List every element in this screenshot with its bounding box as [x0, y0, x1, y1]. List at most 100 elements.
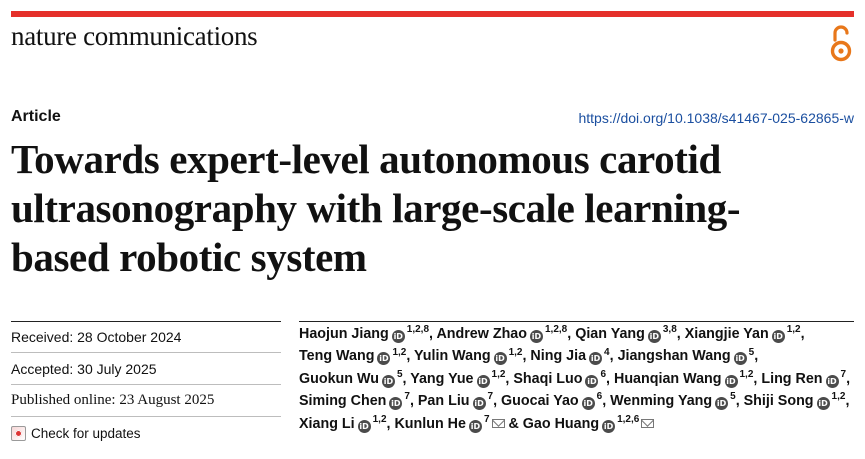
- author-separator: &: [504, 415, 523, 432]
- author-entry: Wenming Yang iD5,: [610, 392, 743, 411]
- author-entry: Yulin Wang iD1,2,: [414, 346, 531, 366]
- orcid-icon[interactable]: iD: [602, 419, 616, 433]
- received-date: Received: 28 October 2024: [11, 321, 281, 353]
- author-name[interactable]: Xiang Li: [299, 415, 355, 432]
- author-name[interactable]: Teng Wang: [299, 348, 375, 365]
- author-name[interactable]: Andrew Zhao: [436, 326, 527, 342]
- author-entry: Shiji Song iD1,2,: [743, 391, 849, 411]
- author-name[interactable]: Ning Jia: [530, 348, 587, 365]
- author-affiliation: 1,2: [508, 346, 523, 358]
- doi-link[interactable]: https://doi.org/10.1038/s41467-025-62865…: [578, 110, 854, 126]
- author-affiliation: 4: [604, 346, 610, 358]
- author-entry: Qian Yang iD3,8,: [575, 325, 685, 343]
- orcid-icon[interactable]: iD: [715, 397, 729, 411]
- orcid-icon[interactable]: iD: [493, 352, 507, 366]
- author-name[interactable]: Ling Ren: [761, 370, 823, 387]
- orcid-icon[interactable]: iD: [357, 419, 371, 433]
- author-entry: Andrew Zhao iD1,2,8,: [436, 324, 576, 343]
- open-access-icon: [830, 25, 852, 62]
- check-for-updates-button[interactable]: Check for updates: [11, 417, 281, 449]
- author-affiliation: 7: [840, 369, 847, 381]
- author-separator: ,: [602, 393, 611, 410]
- orcid-icon[interactable]: iD: [589, 352, 603, 366]
- email-icon[interactable]: [491, 418, 505, 428]
- author-entry: Guokun Wu iD5,: [299, 369, 410, 388]
- author-affiliation: 1,2: [392, 346, 407, 358]
- article-title: Towards expert-level autonomous carotid …: [11, 135, 856, 282]
- author-affiliation: 1,2,6: [617, 413, 640, 425]
- orcid-icon[interactable]: iD: [724, 374, 738, 388]
- orcid-icon[interactable]: iD: [530, 330, 543, 343]
- orcid-icon[interactable]: iD: [581, 397, 595, 411]
- orcid-icon[interactable]: iD: [825, 374, 839, 388]
- author-name[interactable]: Kunlun He: [394, 415, 466, 432]
- author-affiliation: 7: [404, 391, 410, 403]
- author-separator: ,: [493, 393, 502, 410]
- orcid-icon[interactable]: iD: [647, 330, 661, 343]
- author-separator: ,: [567, 326, 576, 342]
- title-line: ultrasonography with large-scale learnin…: [11, 185, 741, 231]
- orcid-icon[interactable]: iD: [468, 419, 482, 433]
- author-name[interactable]: Qian Yang: [575, 326, 645, 342]
- article-type: Article: [11, 108, 61, 125]
- author-entry: Yang Yue iD1,2,: [410, 369, 513, 388]
- crossmark-icon: [11, 425, 26, 441]
- orcid-icon[interactable]: iD: [391, 330, 405, 343]
- author-entry: Kunlun He iD7 &: [394, 413, 523, 433]
- accepted-date: Accepted: 30 July 2025: [11, 353, 281, 385]
- author-separator: ,: [409, 393, 418, 410]
- author-entry: Pan Liu iD7,: [417, 391, 502, 411]
- author-name[interactable]: Shaqi Luo: [513, 370, 583, 387]
- author-affiliation: 1,2: [372, 413, 387, 425]
- author-name[interactable]: Yulin Wang: [414, 348, 491, 365]
- author-name[interactable]: Guokun Wu: [299, 370, 379, 387]
- orcid-icon[interactable]: iD: [585, 374, 599, 388]
- author-entry: Xiangjie Yan iD1,2,: [684, 324, 805, 343]
- author-name[interactable]: Shiji Song: [743, 393, 814, 410]
- author-name[interactable]: Xiangjie Yan: [684, 326, 769, 342]
- author-affiliation: 7: [483, 413, 490, 425]
- orcid-icon[interactable]: iD: [389, 397, 403, 411]
- author-name[interactable]: Haojun Jiang: [299, 326, 389, 342]
- orcid-icon[interactable]: iD: [816, 397, 830, 411]
- title-line: based robotic system: [11, 234, 367, 280]
- author-entry: Xiang Li iD1,2,: [299, 413, 394, 433]
- orcid-icon[interactable]: iD: [771, 330, 785, 343]
- author-name[interactable]: Jiangshan Wang: [617, 348, 731, 365]
- author-affiliation: 5: [748, 346, 755, 358]
- author-affiliation: 1,2,8: [545, 324, 568, 336]
- orcid-icon[interactable]: iD: [381, 374, 395, 388]
- author-affiliation: 5: [396, 369, 403, 381]
- email-icon[interactable]: [641, 418, 655, 428]
- orcid-icon[interactable]: iD: [472, 397, 486, 411]
- orcid-icon[interactable]: iD: [377, 352, 391, 366]
- author-name[interactable]: Siming Chen: [299, 393, 387, 410]
- author-affiliation: 1,2: [831, 391, 846, 403]
- author-separator: ,: [609, 348, 618, 365]
- author-entry: Ning Jia iD4,: [530, 346, 618, 366]
- author-separator: ,: [522, 348, 531, 365]
- orcid-icon[interactable]: iD: [476, 374, 490, 388]
- author-entry: Teng Wang iD1,2,: [299, 346, 414, 366]
- title-line: Towards expert-level autonomous carotid: [11, 136, 721, 182]
- author-affiliation: 1,2: [786, 324, 801, 336]
- author-name[interactable]: Pan Liu: [417, 393, 470, 410]
- author-entry: Haojun Jiang iD1,2,8,: [299, 325, 436, 343]
- author-separator: ,: [753, 370, 762, 387]
- check-for-updates-label: Check for updates: [31, 425, 141, 441]
- journal-name[interactable]: nature communications: [11, 21, 258, 51]
- author-affiliation: 7: [487, 391, 494, 403]
- author-entry: Huanqian Wang iD1,2,: [614, 370, 762, 388]
- author-list: Haojun Jiang iD1,2,8, Andrew Zhao iD1,2,8,…: [299, 323, 859, 435]
- author-name[interactable]: Guocai Yao: [501, 393, 579, 410]
- orcid-icon[interactable]: iD: [733, 352, 747, 366]
- author-name[interactable]: Huanqian Wang: [614, 370, 722, 387]
- author-name[interactable]: Wenming Yang: [610, 393, 713, 410]
- author-affiliation: 6: [600, 369, 607, 381]
- author-affiliation: 1,2: [491, 369, 506, 381]
- author-entry: Shaqi Luo iD6,: [513, 369, 614, 388]
- author-name[interactable]: Gao Huang: [522, 415, 600, 432]
- author-entry: Gao Huang iD1,2,6: [522, 413, 655, 433]
- journal-accent-bar: [11, 11, 854, 17]
- author-name[interactable]: Yang Yue: [410, 370, 474, 387]
